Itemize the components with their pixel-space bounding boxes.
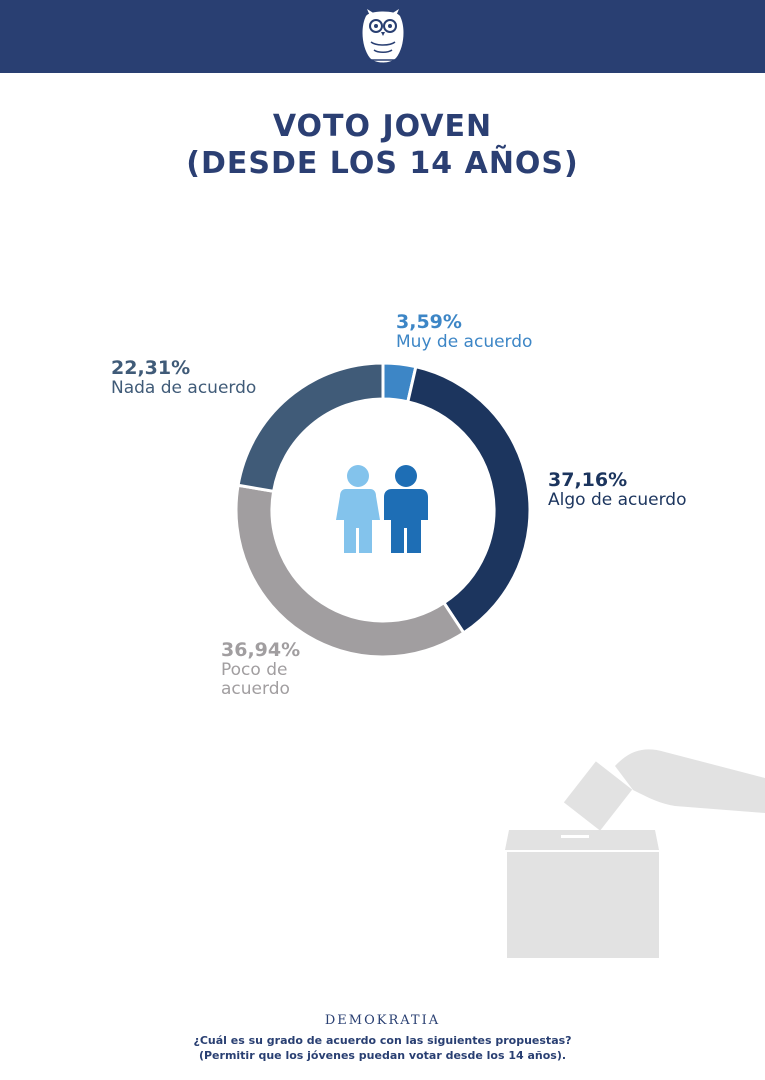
survey-question: ¿Cuál es su grado de acuerdo con las sig… [0,1033,765,1063]
question-line-1: ¿Cuál es su grado de acuerdo con las sig… [193,1034,572,1047]
data-label-muy: 3,59% Muy de acuerdo [396,312,532,352]
owl-icon [362,9,404,63]
donut-slices [234,361,532,659]
header-bar [0,0,765,73]
text-poco-2: acuerdo [221,679,290,699]
pct-muy: 3,59% [396,311,462,333]
text-algo: Algo de acuerdo [548,490,687,510]
pct-nada: 22,31% [111,357,191,379]
title-line-1: VOTO JOVEN [272,109,493,144]
people-icon [336,465,428,554]
title-line-2: (DESDE LOS 14 AÑOS) [186,146,579,181]
pct-algo: 37,16% [548,469,628,491]
question-line-2: (Permitir que los jóvenes puedan votar d… [198,1049,567,1062]
ballot-box-icon [505,749,765,958]
data-label-nada: 22,31% Nada de acuerdo [111,358,256,398]
pct-poco: 36,94% [221,639,301,661]
data-label-poco: 36,94% Poco de acuerdo [221,640,300,699]
text-nada: Nada de acuerdo [111,378,257,398]
slice-nada-de-acuerdo [236,361,385,494]
page-title: VOTO JOVEN (DESDE LOS 14 AÑOS) [0,108,765,182]
text-muy: Muy de acuerdo [396,332,533,352]
text-poco-1: Poco de [221,660,288,680]
data-label-algo: 37,16% Algo de acuerdo [548,470,686,510]
brand-name: DEMOKRATIA [324,1013,441,1028]
